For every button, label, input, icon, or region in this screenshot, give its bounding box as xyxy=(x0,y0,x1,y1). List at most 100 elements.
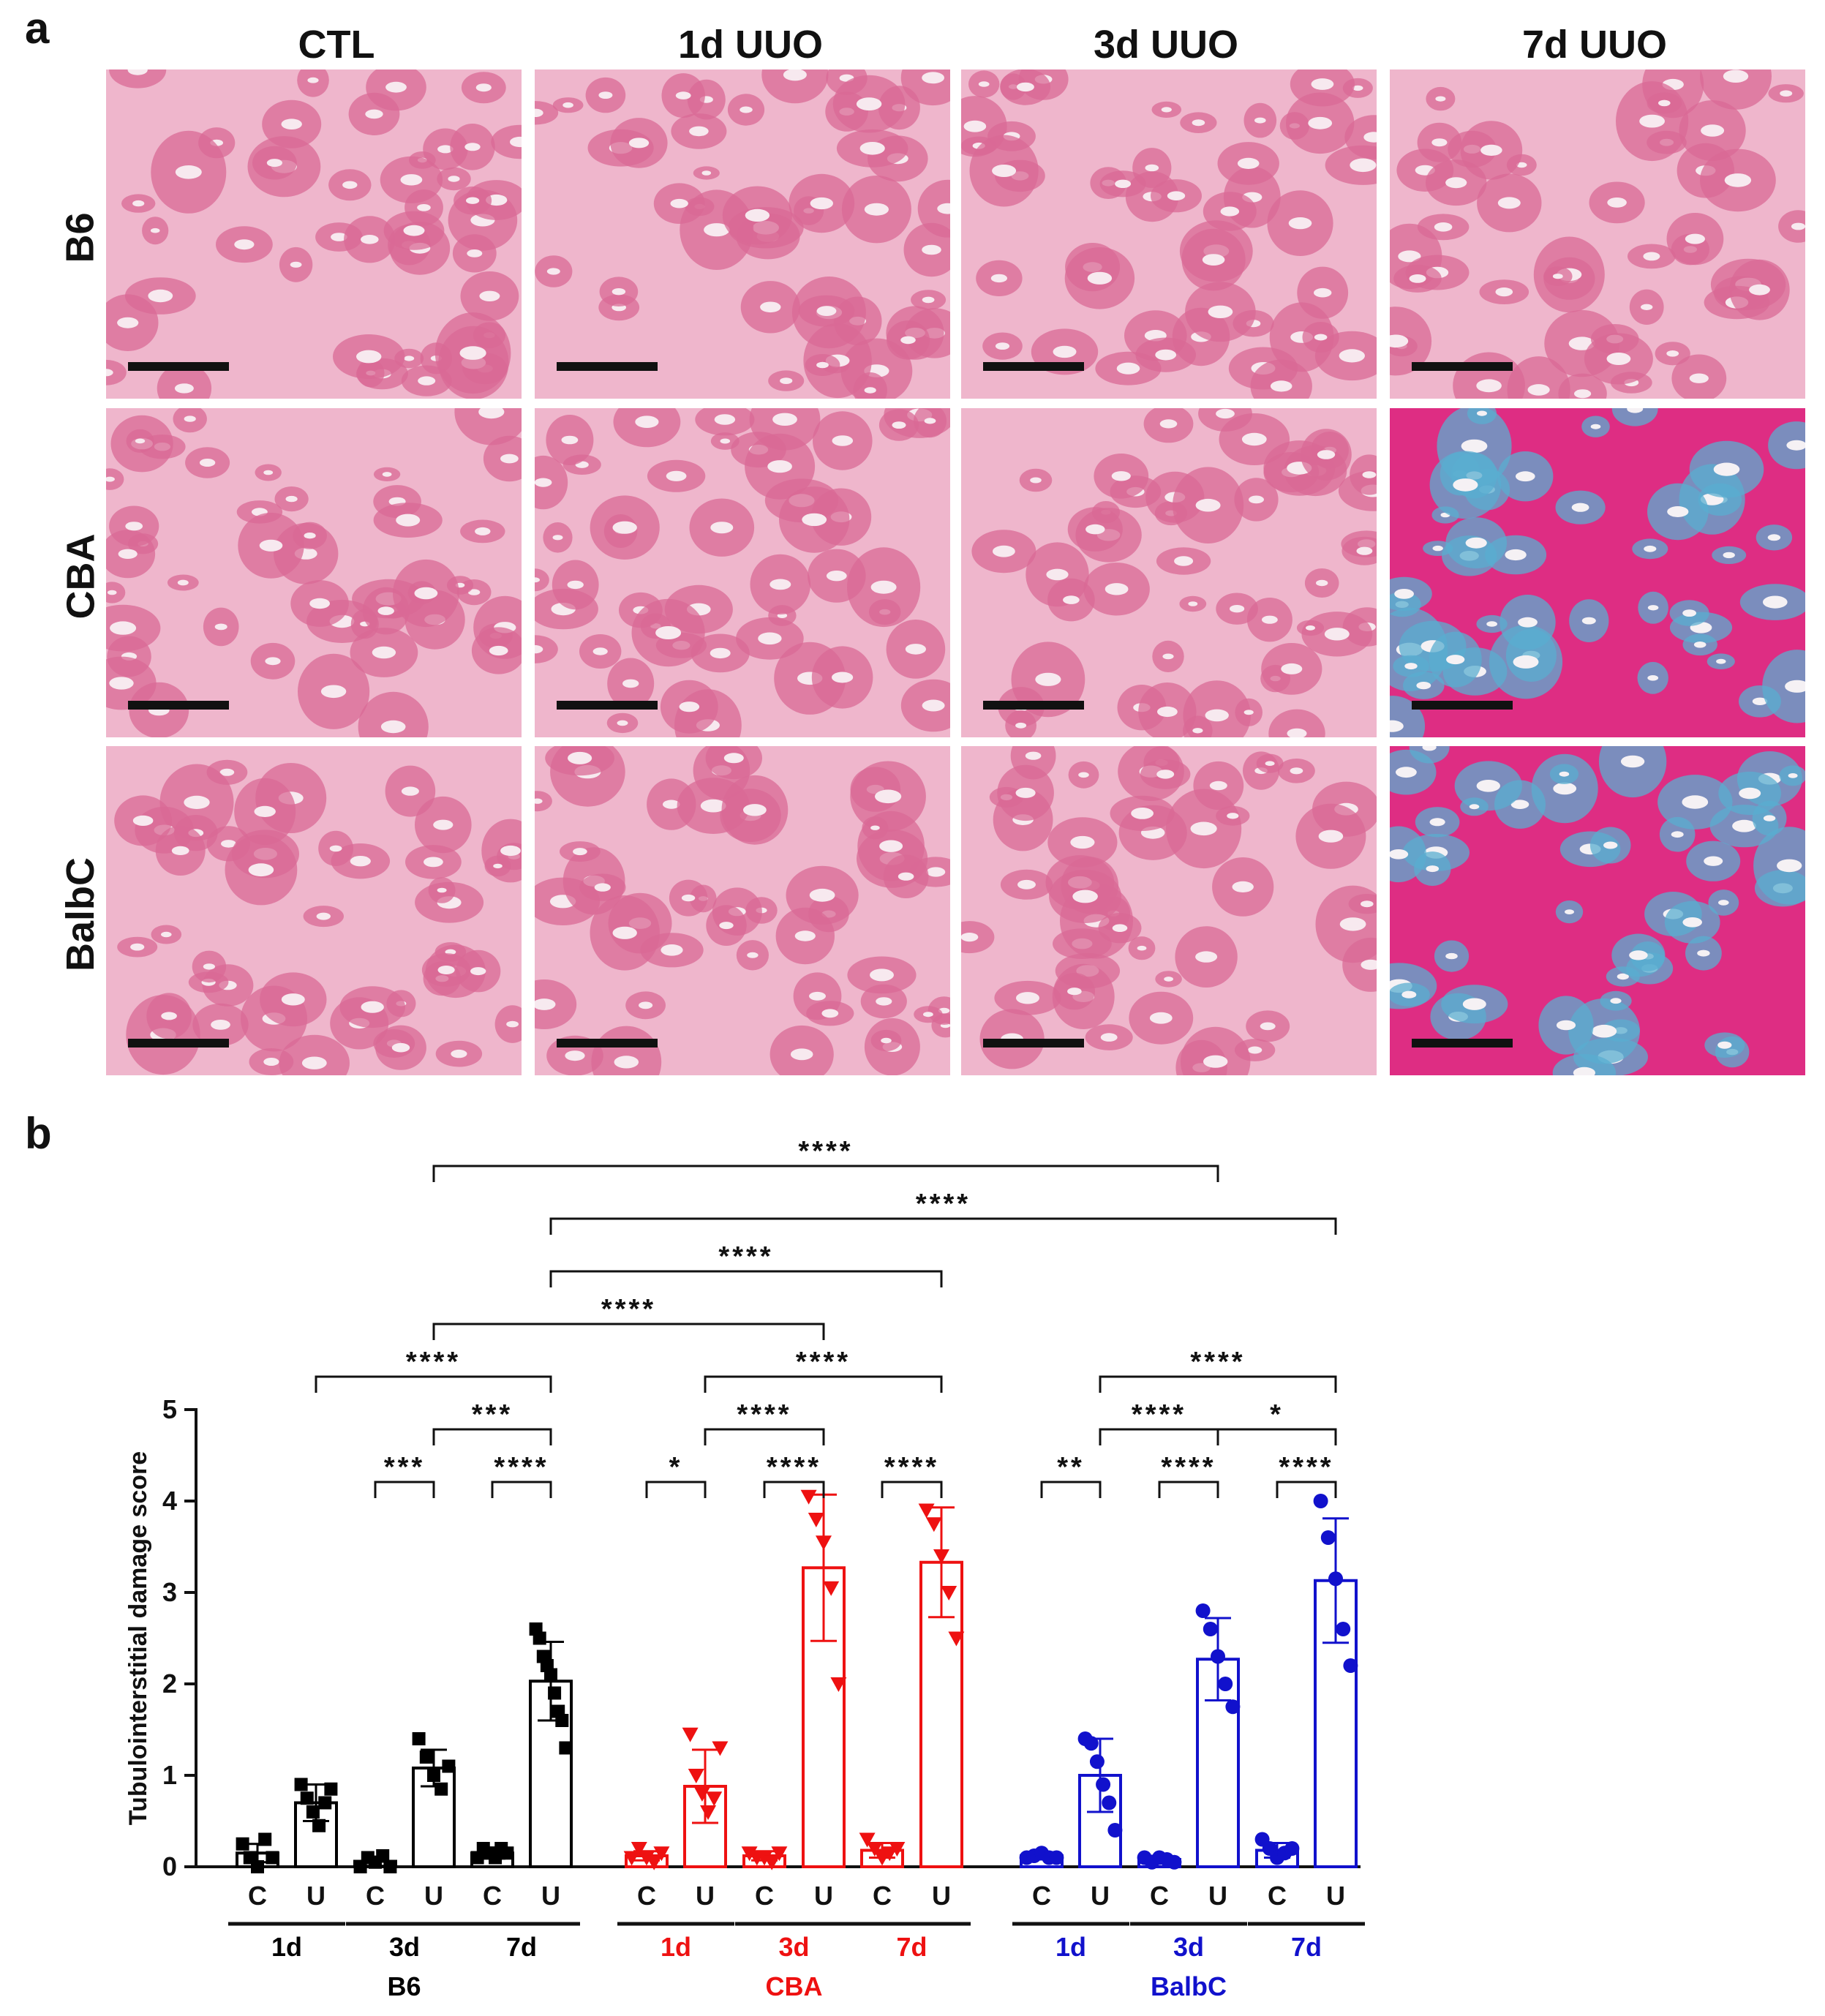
histology-tile xyxy=(961,746,1377,1075)
scale-bar xyxy=(1412,1039,1513,1048)
scale-bar xyxy=(557,701,658,710)
data-point xyxy=(1102,1795,1117,1810)
data-point xyxy=(266,1851,279,1865)
histology-tile xyxy=(1390,746,1805,1075)
timepoint-label: 7d xyxy=(506,1932,537,1962)
bar-category-label: U xyxy=(696,1881,715,1911)
data-point xyxy=(236,1837,249,1851)
row-header-b6: B6 xyxy=(59,212,102,263)
data-point xyxy=(948,1631,965,1647)
panel-b-letter: b xyxy=(25,1109,52,1158)
data-point xyxy=(889,1842,906,1857)
bar-category-label: U xyxy=(306,1881,326,1911)
bar-category-label: C xyxy=(483,1881,502,1911)
tissue-image xyxy=(1390,746,1805,1075)
data-point xyxy=(258,1832,272,1846)
timepoint-label: 7d xyxy=(896,1932,927,1962)
bar-category-label: U xyxy=(1091,1881,1110,1911)
data-point xyxy=(1083,1736,1099,1751)
tissue-image xyxy=(1390,69,1805,399)
data-point xyxy=(941,1586,957,1601)
bar-category-label: U xyxy=(1208,1881,1227,1911)
significance-bracket xyxy=(432,1323,825,1340)
scale-bar xyxy=(128,701,229,710)
scale-bar xyxy=(128,362,229,371)
data-point xyxy=(419,1750,433,1764)
significance-bracket xyxy=(432,1165,1219,1182)
data-point xyxy=(1195,1603,1211,1618)
column-header-ctl: CTL xyxy=(298,23,375,67)
significance-bracket xyxy=(1099,1375,1337,1393)
data-point xyxy=(1049,1850,1064,1865)
column-header-1d-uuo: 1d UUO xyxy=(677,23,824,67)
tissue-image xyxy=(961,408,1377,737)
bar-category-label: C xyxy=(873,1881,892,1911)
significance-label: * xyxy=(1270,1399,1284,1430)
significance-label: **** xyxy=(494,1452,549,1483)
column-header-7d-uuo: 7d UUO xyxy=(1521,23,1668,67)
data-point xyxy=(306,1805,320,1818)
tissue-image xyxy=(106,69,522,399)
data-point xyxy=(1343,1658,1358,1673)
data-point xyxy=(294,1778,308,1791)
data-point xyxy=(800,1489,817,1505)
bar-category-label: U xyxy=(932,1881,951,1911)
data-point xyxy=(251,1860,264,1873)
histology-tile xyxy=(1390,408,1805,737)
significance-bracket xyxy=(374,1481,435,1498)
data-point xyxy=(544,1668,557,1682)
timepoint-label: 1d xyxy=(661,1932,691,1962)
timepoint-label: 3d xyxy=(389,1932,420,1962)
significance-label: *** xyxy=(472,1399,513,1430)
significance-bracket xyxy=(315,1375,552,1393)
data-point xyxy=(1167,1854,1182,1870)
histology-tile xyxy=(106,746,522,1075)
scale-bar xyxy=(983,1039,1084,1048)
timepoint-label: 7d xyxy=(1291,1932,1322,1962)
data-point xyxy=(555,1714,569,1727)
histology-tile xyxy=(106,408,522,737)
data-point xyxy=(816,1535,832,1551)
data-point xyxy=(693,1787,710,1802)
y-tick-label: 3 xyxy=(162,1577,177,1607)
data-point xyxy=(300,1791,314,1805)
bar-category-label: U xyxy=(541,1881,560,1911)
data-point xyxy=(1328,1571,1343,1587)
data-point xyxy=(412,1732,426,1745)
tissue-image xyxy=(1390,408,1805,737)
tissue-image xyxy=(961,69,1377,399)
scale-bar xyxy=(983,701,1084,710)
significance-bracket xyxy=(549,1270,943,1287)
group-label: B6 xyxy=(387,1971,421,2001)
bar-category-label: C xyxy=(637,1881,656,1911)
bar-category-label: U xyxy=(424,1881,443,1911)
timepoint-label: 3d xyxy=(778,1932,809,1962)
histology-tile xyxy=(106,69,522,399)
significance-label: **** xyxy=(767,1452,821,1483)
data-point xyxy=(383,1860,397,1873)
data-point xyxy=(1336,1622,1351,1636)
histology-tile xyxy=(961,408,1377,737)
data-point xyxy=(859,1832,876,1848)
data-point xyxy=(1225,1699,1241,1715)
tissue-image xyxy=(535,408,950,737)
data-point xyxy=(830,1677,847,1692)
group-label: BalbC xyxy=(1151,1971,1227,2001)
data-point xyxy=(500,1846,514,1860)
significance-bracket xyxy=(1276,1481,1337,1498)
significance-label: *** xyxy=(384,1452,425,1483)
data-point xyxy=(434,1782,448,1796)
row-header-balbc: BalbC xyxy=(59,857,103,972)
y-tick-label: 4 xyxy=(162,1486,177,1516)
significance-bracket xyxy=(704,1375,943,1393)
panel-a-letter: a xyxy=(25,4,50,53)
bar-category-label: C xyxy=(1268,1881,1287,1911)
data-point xyxy=(559,1741,573,1755)
group-label: CBA xyxy=(766,1971,823,2001)
data-point xyxy=(706,1791,723,1807)
significance-label: * xyxy=(669,1452,683,1483)
data-point xyxy=(653,1846,670,1862)
data-point xyxy=(376,1849,390,1862)
significance-label: **** xyxy=(718,1241,773,1272)
significance-label: **** xyxy=(798,1136,853,1167)
